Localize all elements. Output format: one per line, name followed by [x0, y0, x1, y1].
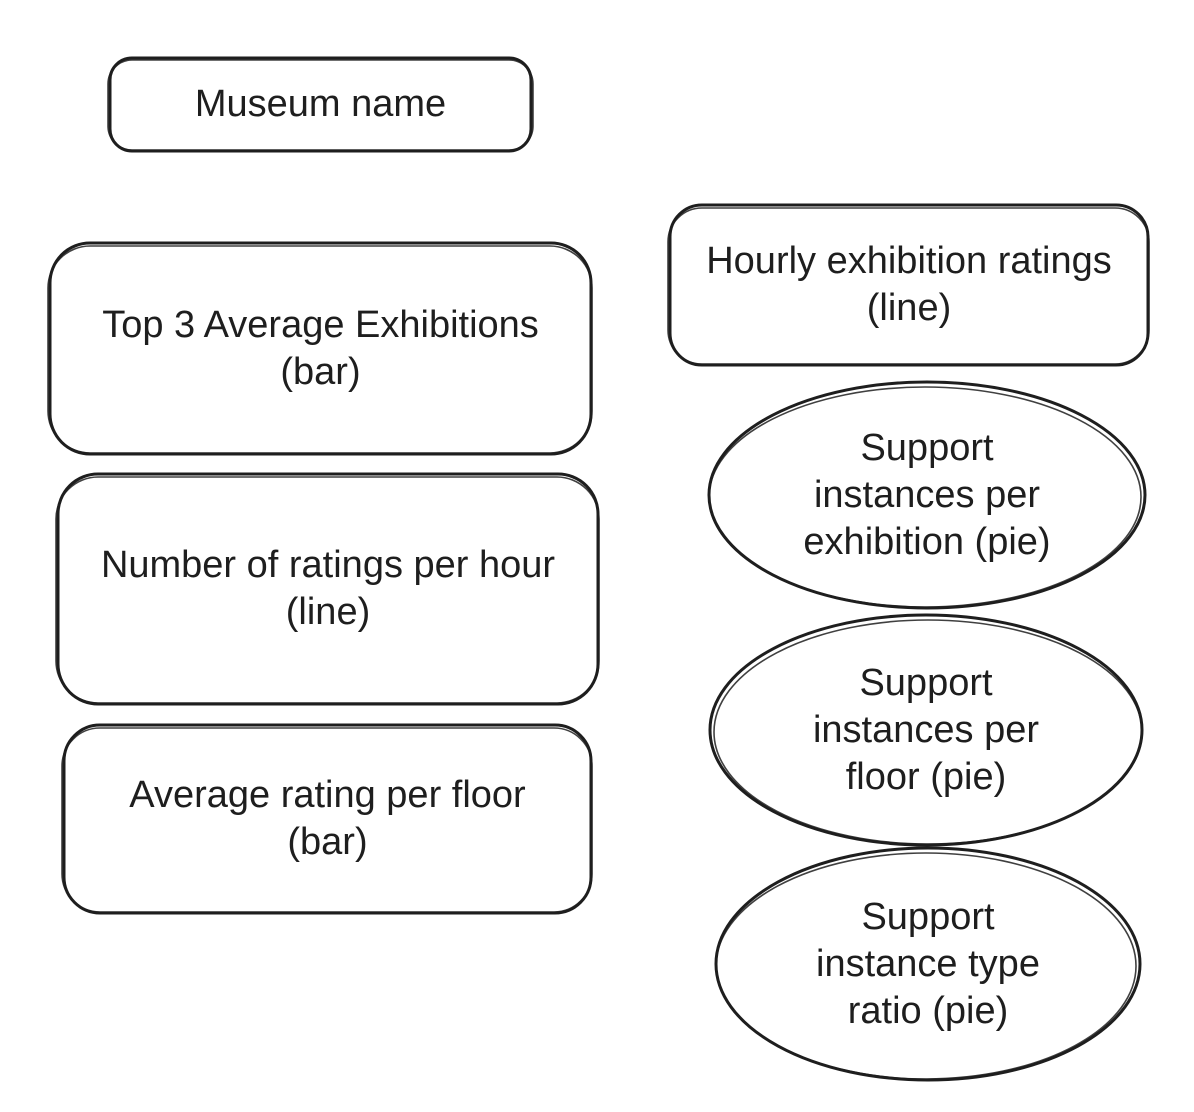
support-per-exhibition-ellipse-outline: [707, 380, 1147, 610]
ratings-per-hour-box-outline: [55, 472, 600, 706]
ratings-per-hour-label: Number of ratings per hour: [100, 544, 556, 586]
hourly-ratings-label: Hourly exhibition ratings: [706, 240, 1112, 282]
top-exhibitions-chart-type: (bar): [280, 350, 361, 393]
hourly-ratings-box: Hourly exhibition ratings (line): [670, 205, 1148, 365]
support-type-ratio-ellipse-outline: [714, 846, 1142, 1082]
support-type-ratio-line2: instance type: [816, 942, 1040, 985]
support-type-ratio-ellipse: Support instance type ratio (pie): [716, 848, 1140, 1080]
support-per-floor-ellipse: Support instances per floor (pie): [710, 615, 1142, 845]
support-per-floor-line3: floor (pie): [845, 755, 1007, 798]
hourly-ratings-chart-type: (line): [866, 287, 952, 329]
support-per-exhibition-line2: instances per: [813, 473, 1040, 516]
ratings-per-hour-box: Number of ratings per hour (line): [58, 474, 598, 704]
museum-name-box-outline: [107, 56, 534, 153]
top-exhibitions-box-outline: [47, 241, 593, 456]
top-exhibitions-box: Top 3 Average Exhibitions (bar): [50, 243, 591, 454]
museum-name-label: Museum name: [194, 83, 447, 125]
ratings-per-hour-chart-type: (line): [285, 591, 371, 633]
support-per-exhibition-line1: Support: [860, 426, 994, 469]
support-per-floor-line2: instances per: [812, 708, 1039, 751]
support-per-floor-line1: Support: [859, 661, 993, 704]
museum-name-box: Museum name: [110, 58, 531, 151]
rating-per-floor-label: Average rating per floor: [129, 774, 526, 816]
support-type-ratio-line3: ratio (pie): [847, 989, 1009, 1032]
rating-per-floor-chart-type: (bar): [287, 821, 368, 863]
top-exhibitions-label: Top 3 Average Exhibitions: [102, 303, 539, 346]
rating-per-floor-box: Average rating per floor (bar): [64, 725, 591, 913]
support-type-ratio-line1: Support: [861, 895, 995, 938]
support-per-floor-ellipse-outline: [708, 613, 1144, 847]
rating-per-floor-box-outline: [61, 723, 593, 915]
support-per-exhibition-line3: exhibition (pie): [803, 520, 1051, 563]
hourly-ratings-box-outline: [667, 203, 1150, 367]
support-per-exhibition-ellipse: Support instances per exhibition (pie): [709, 382, 1145, 608]
